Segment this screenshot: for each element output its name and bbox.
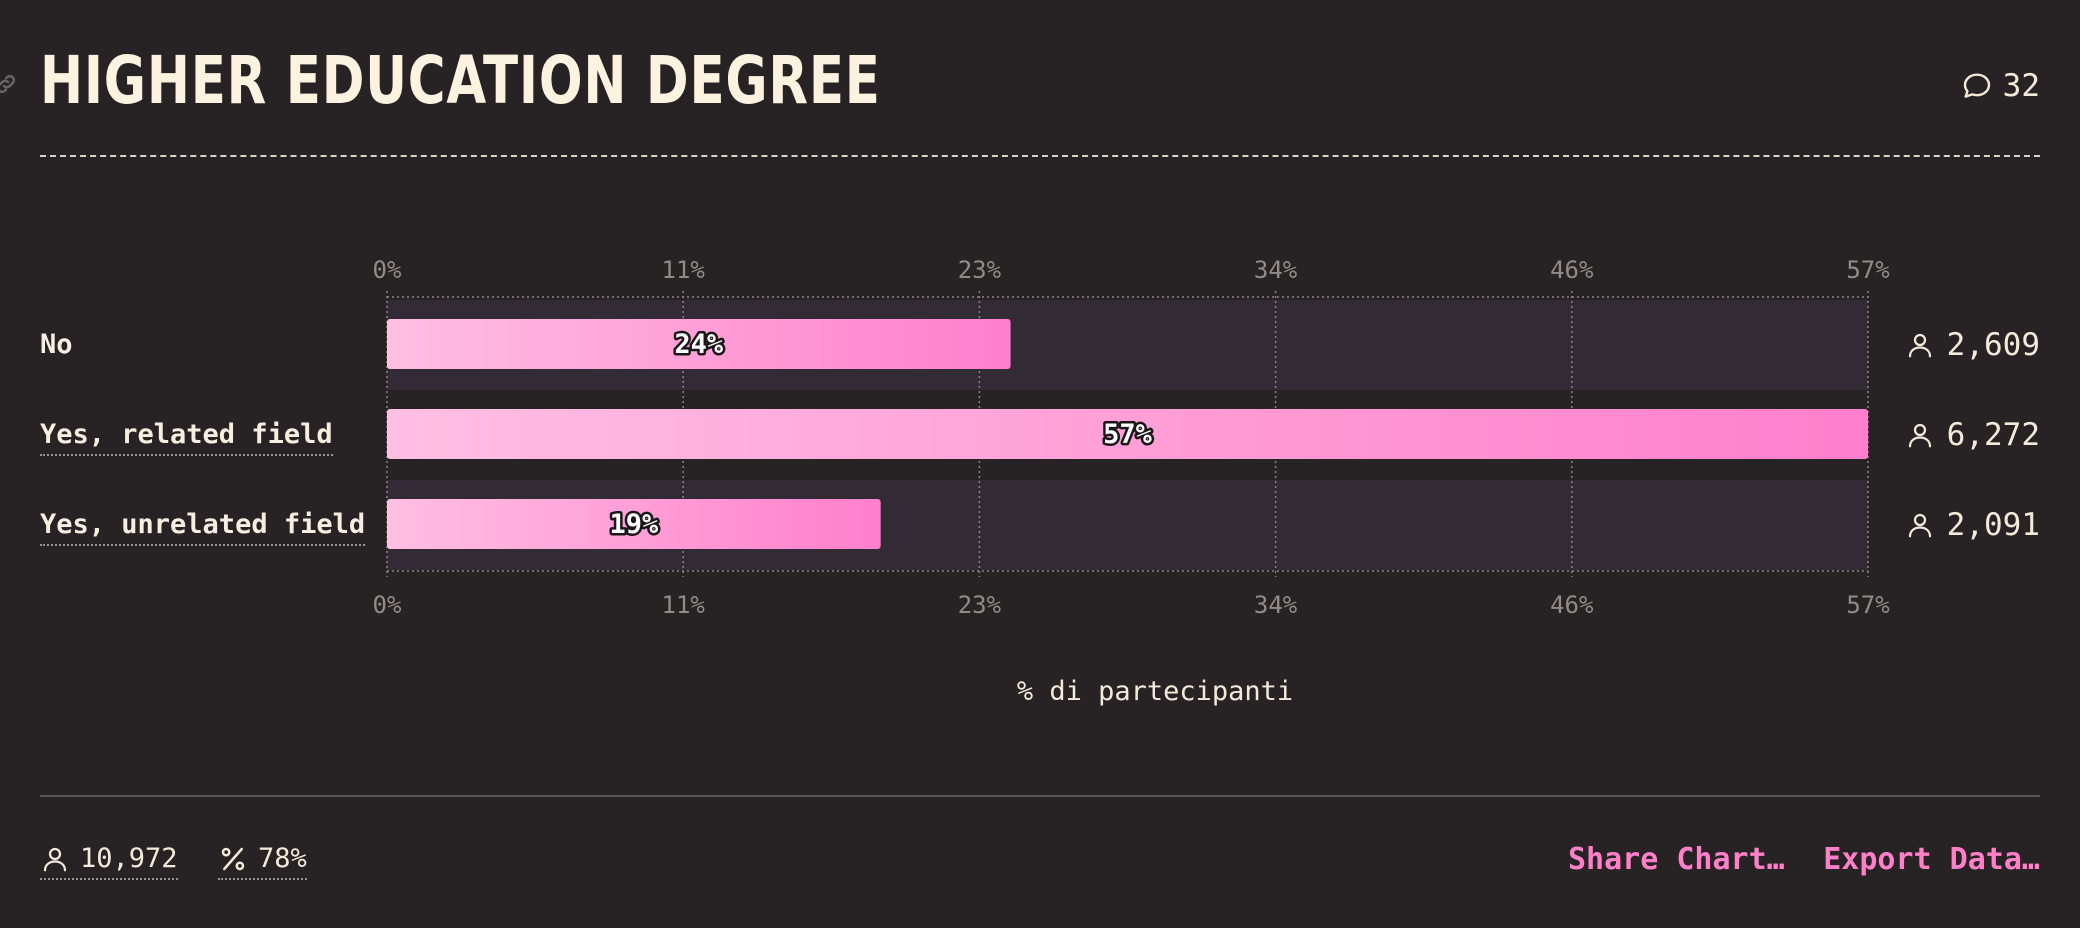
category-label-no: No [40,329,73,360]
tick-label-top: 57% [1846,256,1890,284]
tick-label-top: 11% [662,256,706,284]
person-icon [43,847,67,871]
tick-label-bottom: 46% [1550,591,1594,619]
footer-divider [40,795,2040,797]
export-data-button[interactable]: Export Data… [1823,842,2040,877]
bar-chart: 0% 0% 11% 11% 23% 23% 34% 34% 46% 46% 57% 57% 24% 57%… [373,256,1891,619]
share-chart-button[interactable]: Share Chart… [1568,842,1785,877]
tick-label-bottom: 11% [662,591,706,619]
percent-icon [221,847,245,870]
person-icon [1908,423,1931,448]
bar-value-label: 24% [674,329,724,360]
comments-button[interactable]: 32 [1961,68,2040,104]
link-icon[interactable] [0,72,18,96]
tick-label-bottom: 23% [958,591,1002,619]
respondent-count-no: 2,609 [1905,327,2040,363]
tick-label-top: 46% [1550,256,1594,284]
bar [387,499,881,549]
x-axis-label: % di partecipanti [1016,676,1294,707]
tick-label-top: 0% [373,256,402,284]
total-respondents[interactable]: 10,972 [40,843,178,880]
category-label-yes-unrelated[interactable]: Yes, unrelated field [40,508,366,546]
bar [387,319,1011,369]
count-value: 2,091 [1946,507,2040,543]
tick-label-top: 23% [958,256,1002,284]
person-icon [1908,333,1931,358]
bar [387,409,1868,459]
person-icon [1908,513,1931,538]
header-divider [40,155,2040,157]
bar-value-label: 57% [1103,419,1153,450]
respondent-count-yes-related: 6,272 [1905,417,2040,453]
category-label-yes-related[interactable]: Yes, related field [40,418,333,456]
comment-count: 32 [2002,68,2040,104]
chart-title: HIGHER EDUCATION DEGREE [40,42,881,119]
comment-icon [1963,73,1990,98]
tick-label-bottom: 0% [373,591,402,619]
count-value: 6,272 [1946,417,2040,453]
bar-value-label: 19% [609,509,659,540]
percent-value: 78% [258,843,307,874]
tick-label-bottom: 34% [1254,591,1298,619]
percent-stat[interactable]: 78% [218,843,307,880]
count-value: 2,609 [1946,327,2040,363]
total-respondents-value: 10,972 [80,843,178,874]
tick-label-top: 34% [1254,256,1298,284]
respondent-count-yes-unrelated: 2,091 [1905,507,2040,543]
tick-label-bottom: 57% [1846,591,1890,619]
